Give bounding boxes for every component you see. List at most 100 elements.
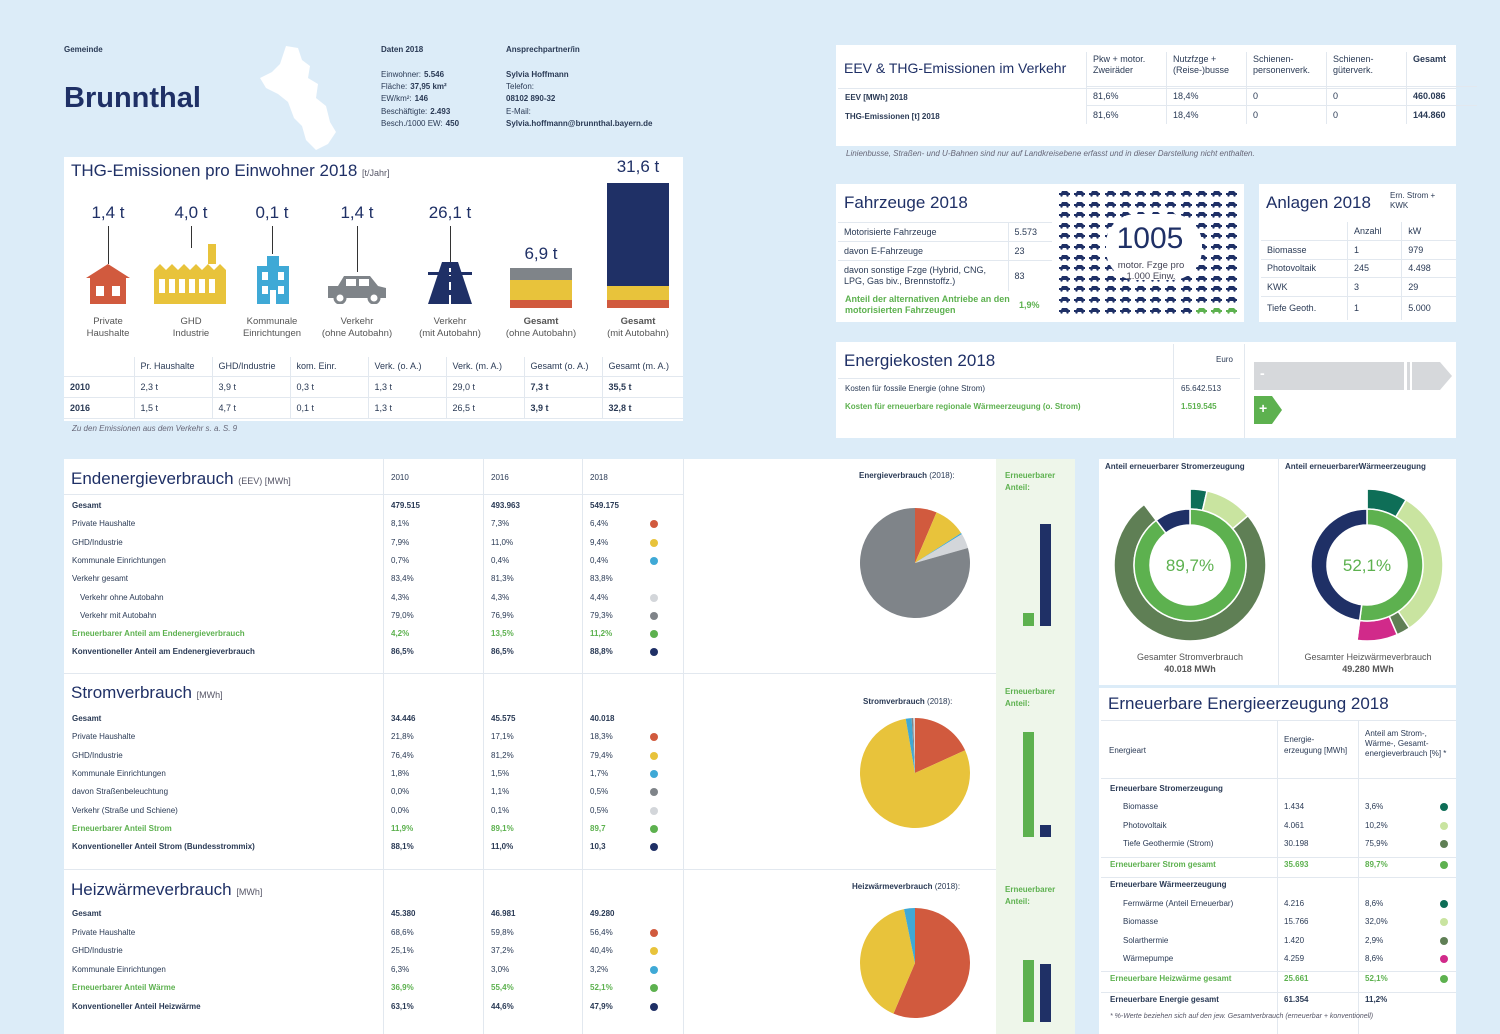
car-mini-icon [1074,297,1086,303]
strom-pie-year: (2018): [927,697,953,706]
strom-title: Stromverbrauch [MWh] [71,683,223,703]
eev-legend-dot [650,630,658,639]
contact-email[interactable]: Sylvia.hoffmann@brunnthal.bayern.de [506,118,653,128]
car-mini-icon [1074,191,1086,197]
strom-row-value: 1,7% [590,768,609,778]
eev-row-value: 83,4% [391,574,414,584]
car-mini-icon [1195,212,1207,218]
erzeugung-row-label: Photovoltaik [1123,821,1167,830]
car-mini-icon [1211,307,1222,314]
erzeugung-row-label: Erneuerbarer Strom gesamt [1110,860,1216,869]
anlagen-title: Anlagen 2018 [1266,193,1371,212]
verkehr-note: Linienbusse, Straßen- und U-Bahnen sind … [846,149,1255,158]
contact-name: Sylvia Hoffmann [506,70,569,79]
eev-row-value: 7,3% [491,519,510,529]
eev-row-value: 549.175 [590,501,619,510]
strom-legend-dot [650,806,658,815]
thg-table-header-cell: Gesamt (m. A.) [601,357,683,376]
alt-antriebe-label: Anteil der alternativen Antriebe an den … [845,294,1010,315]
strom-share-bars [1023,732,1051,837]
verkehr-cell: 0 [1246,105,1327,124]
car-mini-icon [1195,275,1207,282]
heiz-row-value: 44,6% [491,1001,514,1011]
car-mini-icon [1165,286,1177,293]
eev-title-text: Endenergieverbrauch [71,469,234,488]
eev-row-value: 88,8% [590,647,613,657]
car-mini-icon [1089,244,1101,250]
heiz-pie-title-text: Heizwärmeverbrauch [852,882,933,891]
strom-row-value: 0,5% [590,805,609,815]
eev-row-value: 79,3% [590,610,613,620]
heiz-share-label: Erneuerbarer Anteil: [1005,885,1056,906]
contact-title: Ansprechpartner/in [506,45,580,54]
thg-table-cell: 2016 [70,402,91,413]
erzeugung-row-label: Erneuerbare Stromerzeugung [1110,784,1223,793]
car-mini-icon [1211,275,1222,282]
eev-row-value: 11,2% [590,629,613,639]
thg-value: 31,6 t [616,157,660,176]
erzeugung-row-mwh: 1.420 [1284,936,1305,945]
heiz-row-value: 52,1% [590,983,613,992]
car-mini-icon [1150,201,1162,208]
eev-pie-title-text: Energieverbrauch [859,471,928,480]
car-mini-icon [1089,297,1101,303]
kosten-erneuerbar-value: 1.519.545 [1181,402,1217,411]
thg-value: 26,1 t [428,203,472,222]
waerme-donut-caption: Gesamter Heizwärmeverbrauch 49.280 MWh [1283,651,1453,675]
erzeugung-divider [1101,877,1456,878]
eev-share-label: Erneuerbarer Anteil: [1005,471,1056,492]
car-mini-icon [1226,297,1238,303]
car-mini-icon [1059,265,1070,271]
thg-table-cell: 0,1 t [289,397,368,418]
anlagen-cell: 29 [1401,277,1456,296]
erzeugung-legend-dot [1440,900,1448,908]
thg-table-cell: 7,3 t [523,376,602,397]
erzeugung-legend-dot [1440,937,1448,945]
thg-leader-line [191,226,192,248]
heiz-row-label: Konventioneller Anteil Heizwärme [72,1001,201,1011]
erzeugung-row-mwh: 35.693 [1284,860,1309,869]
fahrzeuge-table: Motorisierte Fahrzeuge 5.573 davon E-Fahrz… [838,222,1052,291]
car-mini-icon [1226,244,1238,250]
anlagen-header-cell: kW [1401,222,1456,241]
car-mini-icon [1195,307,1207,314]
heiz-pie-title: Heizwärmeverbrauch (2018): [852,882,960,891]
strom-row-value: 0,0% [391,787,410,797]
car-mini-icon [1059,307,1070,314]
erzeugung-row-label: Erneuerbare Heizwärme gesamt [1110,974,1232,983]
heiz-row-value: 46.981 [491,909,516,918]
eev-row-value: 13,5% [491,629,514,639]
erzeugung-header-art: Energieart [1109,746,1146,755]
heiz-pie [860,908,970,1018]
verkehr-cell: 0 [1326,105,1407,124]
heiz-row-value: 68,6% [391,927,414,937]
heiz-row-value: 6,3% [391,964,410,974]
eev-legend-dot [650,520,658,529]
car-mini-icon [1211,297,1222,303]
anlagen-table: Anzahl kW Biomasse 1 979 Photovoltaik 245 4.498… [1261,222,1456,320]
waerme-donut-title: Anteil erneuerbarerWärmeerzeugung [1285,462,1426,471]
erzeugung-legend-dot [1440,803,1448,811]
thg-table-header-cell [64,357,134,376]
thg-caption-line2: Industrie [172,328,210,339]
thg-table-cell: 1,3 t [367,397,446,418]
eev-row-value: 76,9% [491,610,514,620]
highway-icon [428,262,472,304]
thg-table-header-cell: GHD/Industrie [211,357,290,376]
thg-value: 1,4 t [340,203,374,222]
car-mini-icon [1059,191,1070,197]
car-mini-icon [1059,212,1070,218]
car-mini-icon [1089,222,1101,229]
strom-pie-title: Stromverbrauch (2018): [863,697,952,706]
contact-phone: 08102 890-32 [506,94,556,104]
car-mini-icon [1089,201,1101,208]
anlagen-cell: Tiefe Geoth. [1267,303,1317,314]
thg-table-row: 2010 2,3 t 3,9 t 0,3 t 1,3 t 29,0 t 7,3 t 35,5 … [64,376,683,397]
erzeugung-header-mwh: Energie-erzeugung [MWh] [1284,735,1348,755]
kosten-fossil-value: 65.642.513 [1181,384,1222,393]
car-mini-icon [1150,307,1162,314]
erzeugung-row-mwh: 4.061 [1284,821,1305,830]
daten-value: 146 [414,94,429,104]
thg-value: 6,9 t [524,244,558,263]
erzeugung-row-label: Erneuerbare Energie gesamt [1110,995,1219,1004]
